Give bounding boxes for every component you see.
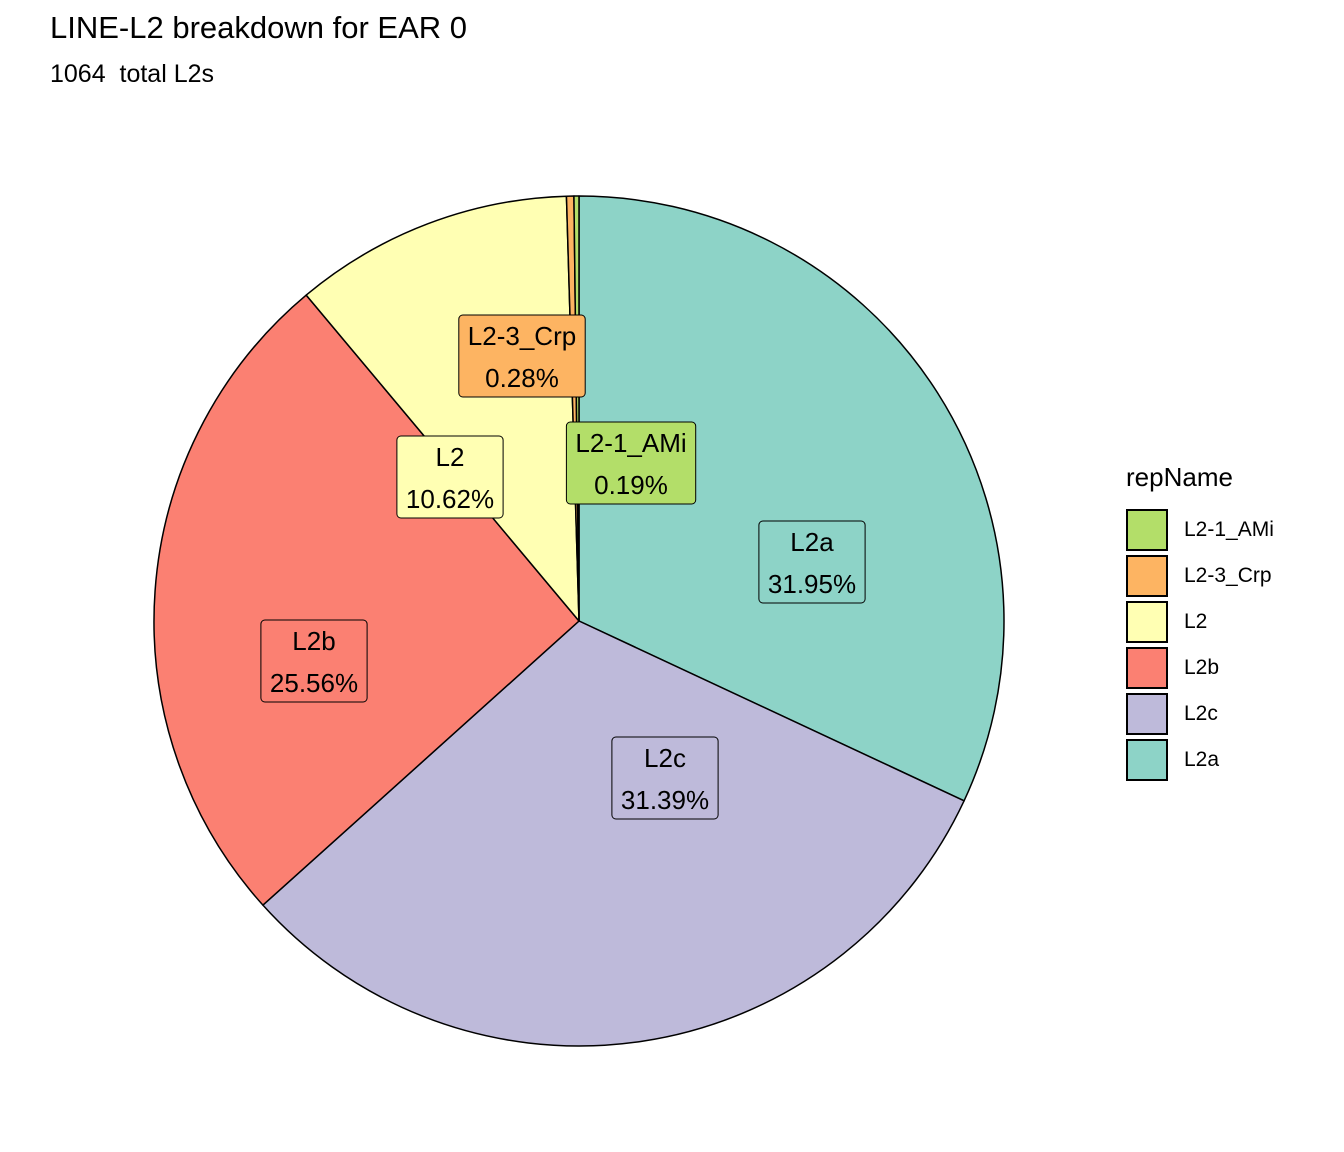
slice-label-percent: 0.28% [485,363,559,393]
slice-label-l2b: L2b 25.56% [260,619,368,703]
pie-slice-l2 [305,195,580,622]
legend-label: L2a [1184,748,1220,771]
legend-key [1126,555,1168,597]
legend-item-l2b: L2b [1126,645,1274,691]
legend-key [1126,601,1168,643]
slice-label-percent: 10.62% [406,484,494,514]
slice-label-box [396,435,504,519]
chart-subtitle: 1064 total L2s [50,60,215,88]
legend: repName L2-1_AMi L2-3_Crp L2 L2b L2c L2a [1126,462,1274,783]
legend-key [1126,647,1168,689]
pie-slice-l2-1-ami [573,195,580,622]
legend-item-l2-1-ami: L2-1_AMi [1126,507,1274,553]
slice-label-name: L2 [436,442,465,472]
slice-label-box [611,736,719,820]
slice-label-box [260,619,368,703]
slice-label-l2: L2 10.62% [396,435,504,519]
legend-label: L2b [1184,656,1220,679]
slice-label-l2c: L2c 31.39% [611,736,719,820]
slice-label-name: L2c [644,743,686,773]
legend-item-l2-3-crp: L2-3_Crp [1126,553,1274,599]
slice-label-box [565,421,697,505]
slice-label-l2-3-crp: L2-3_Crp 0.28% [458,314,586,398]
slice-label-box [758,520,866,604]
legend-item-l2: L2 [1126,599,1274,645]
slice-label-percent: 0.19% [594,470,668,500]
legend-label: L2-1_AMi [1184,518,1274,541]
legend-label: L2-3_Crp [1184,564,1272,587]
slice-label-name: L2a [790,527,834,557]
legend-item-l2c: L2c [1126,691,1274,737]
legend-key [1126,693,1168,735]
slice-label-percent: 25.56% [270,668,358,698]
slice-label-box [458,314,586,398]
slice-label-name: L2-3_Crp [468,321,576,351]
slice-label-percent: 31.95% [768,569,856,599]
pie-slice-l2a [578,195,1005,802]
slice-label-percent: 31.39% [621,785,709,815]
legend-key [1126,509,1168,551]
slice-label-name: L2-1_AMi [575,428,686,458]
legend-item-l2a: L2a [1126,737,1274,783]
legend-title: repName [1126,462,1233,492]
pie-slice-l2c [262,620,965,1047]
legend-label: L2c [1184,702,1218,725]
slice-label-l2a: L2a 31.95% [758,520,866,604]
chart-title: LINE-L2 breakdown for EAR 0 [50,10,467,45]
legend-key [1126,739,1168,781]
slice-label-l2-1-ami: L2-1_AMi 0.19% [565,421,697,505]
legend-label: L2 [1184,610,1208,633]
legend-items: L2-1_AMi L2-3_Crp L2 L2b L2c L2a [1126,507,1274,783]
pie-slice-l2b [153,294,580,906]
slice-label-name: L2b [292,626,335,656]
